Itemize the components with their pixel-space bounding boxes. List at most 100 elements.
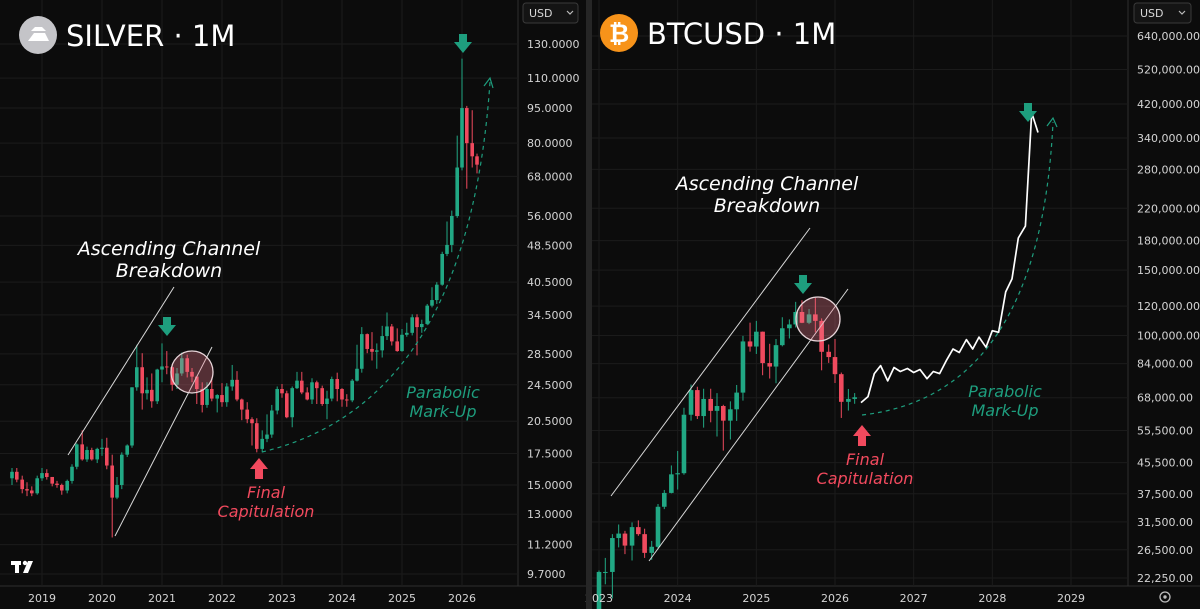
y-tick-label: 24.5000 bbox=[527, 379, 573, 392]
silver-logo-icon bbox=[19, 16, 57, 54]
candle bbox=[20, 475, 24, 494]
btc-top-arrow bbox=[1019, 103, 1037, 122]
candle bbox=[155, 368, 159, 405]
candle bbox=[120, 452, 124, 490]
y-tick-label: 95.0000 bbox=[527, 102, 573, 115]
y-tick-label: 40.5000 bbox=[527, 276, 573, 289]
candle bbox=[760, 331, 765, 376]
y-tick-label: 100,000.00 bbox=[1137, 330, 1200, 343]
btc-currency-select[interactable]: USD bbox=[1133, 2, 1192, 24]
silver-channel-lower bbox=[114, 346, 213, 537]
x-tick-label: 2029 bbox=[1057, 592, 1085, 605]
candle bbox=[355, 344, 359, 382]
candle bbox=[832, 338, 838, 384]
btc-breakdown-circle bbox=[795, 296, 841, 342]
candle bbox=[675, 450, 680, 490]
candle bbox=[819, 318, 824, 371]
candle bbox=[235, 371, 239, 402]
silver-bottom-label: Final bbox=[247, 483, 286, 502]
x-tick-label: 2022 bbox=[208, 592, 236, 605]
y-tick-label: 640,000.00 bbox=[1137, 30, 1200, 43]
candle bbox=[325, 390, 329, 420]
candle bbox=[285, 390, 289, 419]
candle bbox=[55, 480, 59, 488]
y-tick-label: 130.0000 bbox=[527, 38, 580, 51]
candle bbox=[629, 522, 635, 561]
candle bbox=[310, 378, 314, 405]
candle bbox=[470, 110, 474, 168]
x-tick-label: 2026 bbox=[821, 592, 849, 605]
chevron-down-icon bbox=[566, 10, 574, 15]
candle bbox=[806, 308, 812, 325]
candle bbox=[280, 383, 284, 398]
candle bbox=[400, 328, 404, 352]
candle bbox=[15, 468, 19, 483]
candle bbox=[300, 371, 304, 395]
y-tick-label: 15.0000 bbox=[527, 479, 573, 492]
candle bbox=[425, 303, 429, 326]
candle bbox=[385, 312, 389, 341]
btc-parabolic-arrowhead bbox=[1046, 116, 1058, 128]
silver-price-axis[interactable]: 130.0000 110.0000 95.0000 80.0000 68.0000 56.… bbox=[527, 38, 580, 581]
candle bbox=[115, 476, 119, 500]
x-tick-label: 2025 bbox=[742, 592, 770, 605]
candle bbox=[642, 528, 647, 558]
y-tick-label: 80.0000 bbox=[527, 137, 573, 150]
candle bbox=[410, 314, 414, 336]
silver-candles bbox=[10, 58, 479, 538]
y-tick-label: 340,000.00 bbox=[1137, 132, 1200, 145]
btc-price-axis[interactable]: 640,000.00 520,000.00 420,000.00 340,000.00… bbox=[1137, 30, 1200, 585]
candle bbox=[85, 446, 89, 462]
btc-bottom-label: Final bbox=[846, 450, 885, 469]
candle bbox=[135, 344, 139, 391]
candle bbox=[265, 414, 269, 443]
btc-breakdown-arrow bbox=[794, 275, 812, 294]
panel-divider bbox=[586, 0, 592, 609]
btc-time-axis[interactable]: 2023 2024 2025 2026 2027 2028 2029 bbox=[585, 592, 1085, 605]
btc-gridlines bbox=[592, 0, 1128, 586]
candle bbox=[150, 373, 154, 408]
y-tick-label: 31,500.00 bbox=[1137, 516, 1193, 529]
candle bbox=[390, 323, 394, 346]
candle bbox=[40, 468, 44, 481]
candle bbox=[365, 333, 369, 354]
silver-channel-upper bbox=[67, 286, 175, 456]
candle bbox=[714, 393, 720, 437]
candle bbox=[787, 319, 792, 339]
x-tick-label: 2024 bbox=[664, 592, 692, 605]
settings-gear-icon[interactable] bbox=[1159, 591, 1171, 603]
y-tick-label: 17.5000 bbox=[527, 448, 573, 461]
silver-currency-select[interactable]: USD bbox=[522, 2, 579, 24]
svg-text:₿: ₿ bbox=[609, 19, 629, 48]
candle bbox=[846, 388, 851, 411]
candle bbox=[240, 398, 244, 421]
candle bbox=[250, 417, 254, 446]
candle bbox=[661, 489, 667, 510]
silver-time-axis[interactable]: 2019 2020 2021 2022 2023 2024 2025 2026 bbox=[28, 592, 476, 605]
y-tick-label: 11.2000 bbox=[527, 539, 573, 552]
candle bbox=[275, 386, 279, 415]
btc-projection-line bbox=[860, 111, 1039, 404]
candle bbox=[430, 287, 434, 308]
candle bbox=[270, 404, 274, 438]
candle bbox=[25, 482, 29, 497]
btc-currency-label: USD bbox=[1140, 7, 1164, 20]
y-tick-label: 28.5000 bbox=[527, 348, 573, 361]
silver-channel-label: Ascending Channel bbox=[76, 238, 261, 260]
candle bbox=[813, 297, 818, 333]
candle bbox=[70, 464, 74, 484]
y-tick-label: 110.0000 bbox=[527, 72, 580, 85]
candle bbox=[245, 402, 249, 424]
x-tick-label: 2025 bbox=[388, 592, 416, 605]
y-tick-label: 180,000.00 bbox=[1137, 235, 1200, 248]
candle bbox=[395, 328, 399, 352]
candle bbox=[435, 282, 439, 304]
candle bbox=[165, 351, 169, 375]
y-tick-label: 34.5000 bbox=[527, 309, 573, 322]
x-tick-label: 2027 bbox=[900, 592, 928, 605]
candle bbox=[100, 438, 104, 456]
candle bbox=[80, 430, 84, 461]
x-tick-label: 2020 bbox=[88, 592, 116, 605]
x-tick-label: 2021 bbox=[148, 592, 176, 605]
y-tick-label: 37,500.00 bbox=[1137, 488, 1193, 501]
